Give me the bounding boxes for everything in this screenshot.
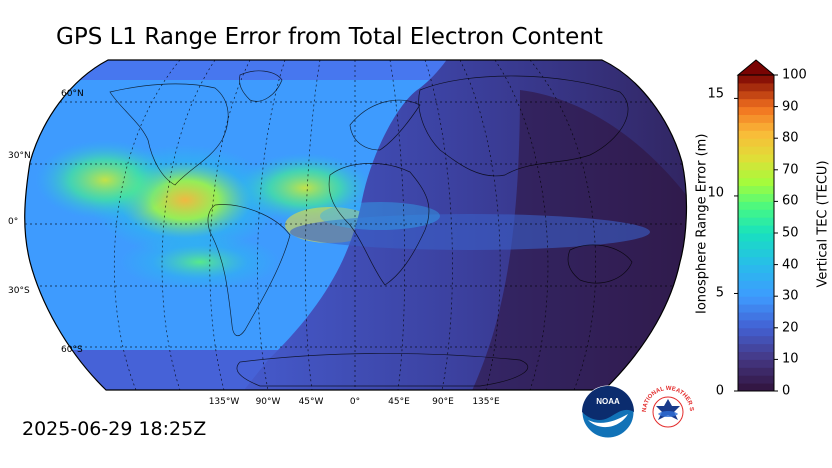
- colorbar-left-axis-title: Ionosphere Range Error (m): [694, 133, 710, 314]
- colorbar-right-tick-10: 10: [782, 351, 799, 367]
- colorbar-left-tick-10: 10: [707, 185, 724, 201]
- colorbar-right-tick-100: 100: [782, 67, 807, 83]
- colorbar-right-tick-60: 60: [782, 193, 799, 209]
- colorbar-right-tick-80: 80: [782, 130, 799, 146]
- lat-label-30n: 30°N: [8, 151, 31, 161]
- colorbar-band: [738, 209, 774, 218]
- colorbar-left-tick-0: 0: [715, 383, 724, 399]
- colorbar-right-tick-70: 70: [782, 162, 799, 178]
- colorbar-band: [738, 248, 774, 258]
- lon-label-45e: 45°E: [388, 397, 410, 407]
- noaa-logo-text: NOAA: [596, 397, 620, 406]
- colorbar-band: [738, 359, 774, 368]
- colorbar-band: [738, 130, 774, 139]
- colorbar-band: [738, 272, 774, 281]
- colorbar-band: [738, 114, 774, 123]
- colorbar-band: [738, 383, 774, 392]
- colorbar-band: [738, 296, 774, 305]
- lon-label-0: 0°: [349, 397, 361, 407]
- colorbar-band: [738, 335, 774, 345]
- chart-title: GPS L1 Range Error from Total Electron C…: [56, 24, 603, 50]
- lon-label-90e: 90°E: [432, 397, 454, 407]
- colorbar-right-tick-50: 50: [782, 225, 799, 241]
- colorbar-band: [738, 185, 774, 194]
- colorbar-band: [738, 264, 774, 273]
- colorbar-band: [738, 122, 774, 131]
- colorbar-right-tick-30: 30: [782, 288, 799, 304]
- colorbar-band: [738, 82, 774, 92]
- colorbar-band: [738, 193, 774, 202]
- timestamp: 2025-06-29 18:25Z: [22, 418, 207, 440]
- colorbar-band: [738, 343, 774, 352]
- colorbar-band: [738, 201, 774, 210]
- lon-label-135e: 135°E: [472, 397, 500, 407]
- colorbar-right-tick-90: 90: [782, 99, 799, 115]
- colorbar-band: [738, 233, 774, 242]
- colorbar-band: [738, 90, 774, 100]
- colorbar-band: [738, 106, 774, 115]
- colorbar-band: [738, 312, 774, 321]
- colorbar-left-tick-15: 15: [707, 86, 724, 102]
- colorbar-band: [738, 256, 774, 266]
- colorbar-band: [738, 351, 774, 360]
- colorbar-band: [738, 138, 774, 147]
- colorbar-band: [738, 161, 774, 171]
- noaa-logo-icon: NOAA: [581, 385, 635, 439]
- colorbar-band: [738, 288, 774, 297]
- lon-label-45w: 45°W: [298, 397, 324, 407]
- nws-logo-icon: NATIONAL WEATHER SERVICE: [640, 384, 694, 438]
- colorbar-left-tick-5: 5: [715, 285, 724, 301]
- colorbar-extend-max-triangle: [736, 59, 776, 76]
- colorbar-right-tick-40: 40: [782, 257, 799, 273]
- colorbar-band: [738, 98, 774, 108]
- lon-label-135w: 135°W: [208, 397, 240, 407]
- colorbar-band: [738, 304, 774, 313]
- colorbar-band: [738, 177, 774, 187]
- colorbar-band: [738, 169, 774, 179]
- colorbar-band: [738, 280, 774, 289]
- colorbar-right-tick-0: 0: [782, 383, 791, 399]
- colorbar-band: [738, 217, 774, 226]
- lat-label-30s: 30°S: [8, 286, 30, 296]
- colorbar-band: [738, 146, 774, 155]
- colorbar-band: [738, 154, 774, 163]
- colorbar-band: [738, 225, 774, 234]
- colorbar-right-axis-title: Vertical TEC (TECU): [815, 160, 831, 288]
- colorbar-band: [738, 367, 774, 376]
- colorbar-band: [738, 240, 774, 250]
- lat-label-60n: 60°N: [61, 89, 84, 99]
- colorbar-right-tick-20: 20: [782, 320, 799, 336]
- lat-label-60s: 60°S: [61, 345, 83, 355]
- colorbar-band: [738, 75, 774, 84]
- colorbar-band: [738, 375, 774, 384]
- lat-label-equator: 0°: [8, 217, 19, 227]
- colorbar-band: [738, 327, 774, 337]
- colorbar-band: [738, 319, 774, 329]
- lon-label-90w: 90°W: [255, 397, 281, 407]
